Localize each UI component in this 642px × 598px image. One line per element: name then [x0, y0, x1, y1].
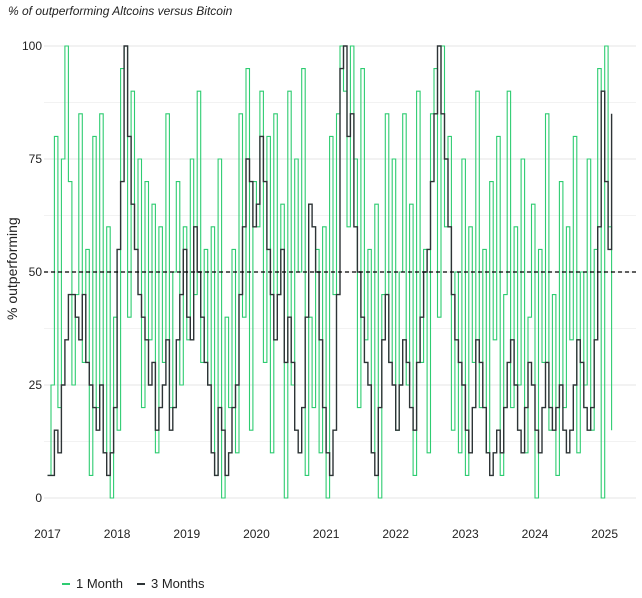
x-tick-label-2018: 2018 [104, 527, 131, 541]
legend-item-3-months: 3 Months [136, 576, 205, 591]
y-tick-label-25: 25 [29, 378, 43, 392]
legend-label-3-months: 3 Months [150, 576, 205, 591]
y-tick-labels: 0 25 50 75 100 [22, 39, 42, 505]
y-tick-label-0: 0 [35, 491, 42, 505]
x-tick-label-2025: 2025 [591, 527, 618, 541]
x-tick-label-2024: 2024 [522, 527, 549, 541]
x-tick-label-2019: 2019 [173, 527, 200, 541]
x-tick-label-2021: 2021 [313, 527, 340, 541]
y-tick-label-100: 100 [22, 39, 42, 53]
x-tick-labels: 2017 2018 2019 2020 2021 2022 2023 2024 2025 [34, 527, 618, 541]
legend-swatch-1-month [62, 582, 70, 585]
series-line-3-months [47, 45, 613, 477]
legend-label-1-month: 1 Month [76, 576, 123, 591]
y-tick-label-50: 50 [29, 265, 43, 279]
legend-swatch-3-months [136, 582, 145, 585]
legend-item-1-month: 1 Month [62, 576, 123, 591]
series-group [47, 45, 613, 499]
chart-subtitle: % of outperforming Altcoins versus Bitco… [8, 4, 233, 18]
x-tick-label-2020: 2020 [243, 527, 270, 541]
x-tick-label-2017: 2017 [34, 527, 61, 541]
x-tick-label-2022: 2022 [382, 527, 409, 541]
x-tick-label-2023: 2023 [452, 527, 479, 541]
legend: 1 Month 3 Months [62, 576, 204, 591]
y-tick-label-75: 75 [29, 152, 43, 166]
